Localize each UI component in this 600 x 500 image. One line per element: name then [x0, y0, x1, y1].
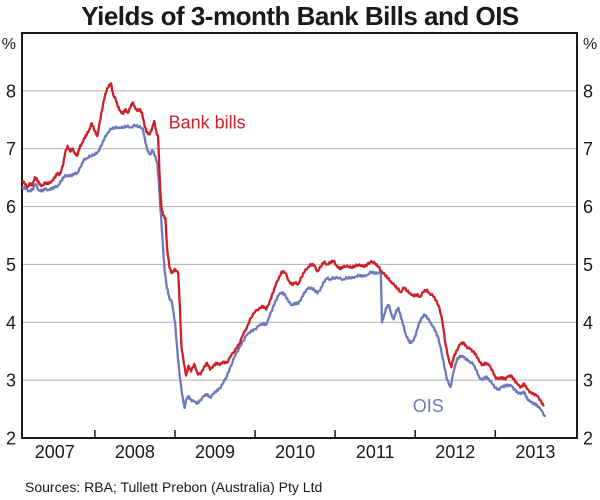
y-axis-label-right-5: 5 [583, 255, 593, 275]
x-year-label-2009: 2009 [195, 442, 235, 462]
x-year-label-2008: 2008 [115, 442, 155, 462]
series-label-bank-bills: Bank bills [169, 112, 246, 132]
x-year-label-2012: 2012 [435, 442, 475, 462]
y-axis-label-right-8: 8 [583, 81, 593, 101]
y-axis-label-left-3: 3 [6, 371, 16, 391]
source-note: Sources: RBA; Tullett Prebon (Australia)… [25, 479, 323, 495]
y-axis-label-right-2: 2 [583, 429, 593, 449]
y-axis-label-right-6: 6 [583, 197, 593, 217]
plot-frame [21, 32, 578, 439]
x-year-label-2007: 2007 [35, 442, 75, 462]
x-year-label-2013: 2013 [515, 442, 555, 462]
series-label-ois: OIS [413, 396, 444, 416]
series-line-ois [21, 123, 547, 418]
y-axis-unit-left: % [2, 36, 16, 53]
y-axis-label-left-8: 8 [6, 81, 16, 101]
y-axis-label-left-7: 7 [6, 139, 16, 159]
y-axis-label-left-4: 4 [6, 313, 16, 333]
chart-title: Yields of 3-month Bank Bills and OIS [81, 1, 519, 31]
x-year-label-2011: 2011 [356, 442, 395, 462]
y-axis-label-right-4: 4 [583, 313, 593, 333]
y-axis-unit-right: % [583, 36, 597, 53]
y-axis-label-left-2: 2 [6, 429, 16, 449]
y-axis-label-right-7: 7 [583, 139, 593, 159]
series-line-bank-bills [21, 82, 545, 407]
y-axis-label-left-6: 6 [6, 197, 16, 217]
x-year-label-2010: 2010 [275, 442, 315, 462]
y-axis-label-right-3: 3 [583, 371, 593, 391]
y-axis-label-left-5: 5 [6, 255, 16, 275]
